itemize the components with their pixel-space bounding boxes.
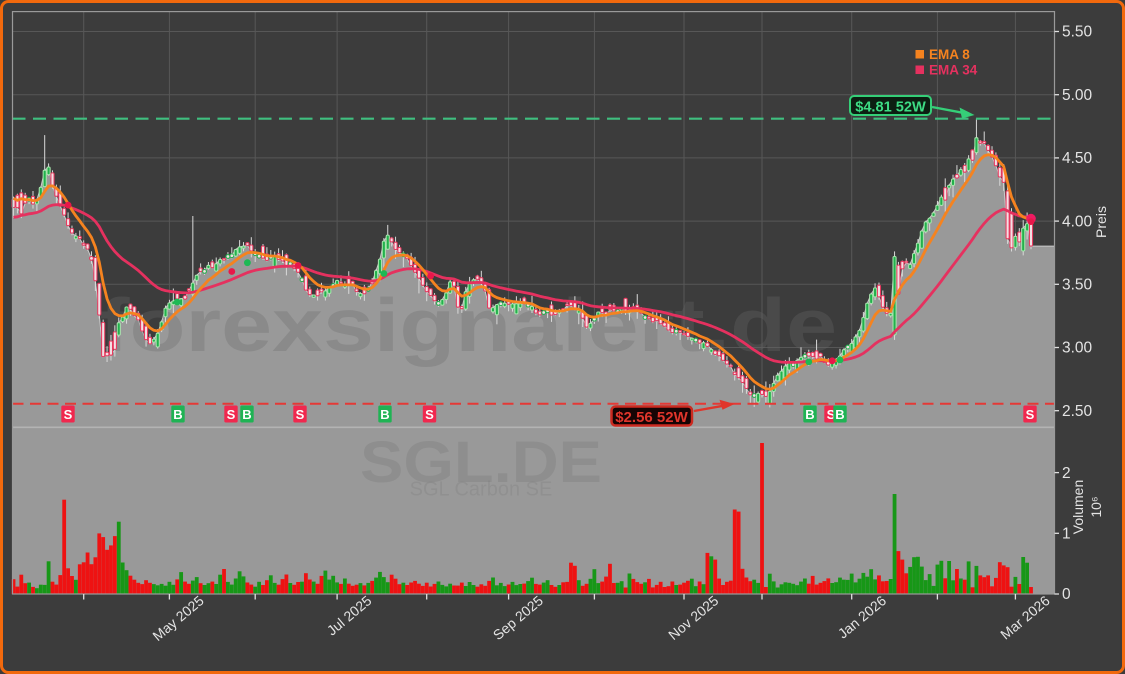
svg-text:S: S: [227, 407, 236, 422]
svg-text:3.50: 3.50: [1062, 277, 1093, 294]
svg-text:0: 0: [1062, 586, 1071, 603]
svg-text:B: B: [173, 407, 182, 422]
svg-text:10⁶: 10⁶: [1088, 496, 1104, 517]
svg-text:2.50: 2.50: [1062, 403, 1093, 420]
svg-text:S: S: [827, 407, 836, 422]
svg-text:B: B: [242, 407, 251, 422]
svg-text:B: B: [805, 407, 814, 422]
svg-text:$2.56 52W: $2.56 52W: [615, 409, 688, 426]
svg-text:SGL Carbon SE: SGL Carbon SE: [410, 479, 553, 501]
svg-text:4.50: 4.50: [1062, 150, 1093, 167]
svg-text:Preis: Preis: [1093, 206, 1109, 238]
svg-text:3.00: 3.00: [1062, 340, 1093, 357]
svg-text:SGL.DE: SGL.DE: [360, 430, 602, 495]
svg-text:4.00: 4.00: [1062, 213, 1093, 230]
svg-text:$4.81 52W: $4.81 52W: [855, 99, 926, 115]
svg-text:S: S: [425, 407, 434, 422]
svg-text:S: S: [64, 407, 73, 422]
svg-text:5.50: 5.50: [1062, 24, 1093, 41]
svg-text:B: B: [835, 407, 844, 422]
svg-text:EMA 8: EMA 8: [929, 47, 970, 62]
svg-text:S: S: [1026, 407, 1035, 422]
svg-text:2: 2: [1062, 465, 1071, 482]
svg-text:1: 1: [1062, 526, 1071, 543]
svg-text:Volumen: Volumen: [1070, 480, 1086, 534]
svg-text:5.00: 5.00: [1062, 87, 1093, 104]
svg-text:B: B: [380, 407, 389, 422]
svg-text:EMA 34: EMA 34: [929, 63, 978, 78]
svg-text:S: S: [296, 407, 305, 422]
